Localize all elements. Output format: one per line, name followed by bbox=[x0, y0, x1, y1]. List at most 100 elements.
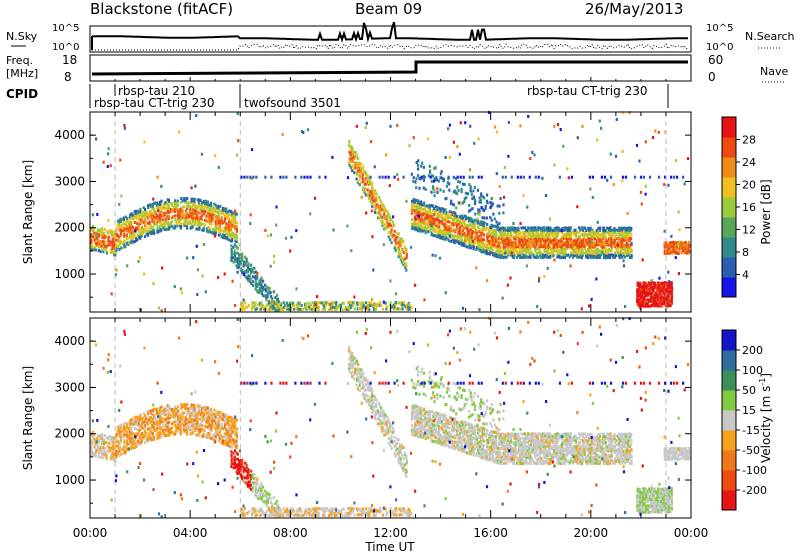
power-cell bbox=[538, 245, 541, 249]
power-cell bbox=[423, 201, 426, 205]
velocity-cell bbox=[200, 415, 203, 419]
power-cell bbox=[670, 286, 673, 290]
power-cell bbox=[568, 245, 571, 249]
power-cell bbox=[678, 228, 681, 232]
velocity-cell bbox=[202, 406, 206, 409]
velocity-cell bbox=[237, 465, 240, 469]
power-cell bbox=[257, 291, 260, 294]
power-cell bbox=[219, 224, 222, 228]
velocity-cell bbox=[252, 477, 256, 480]
power-cell bbox=[538, 247, 541, 251]
power-cell bbox=[514, 226, 517, 230]
power-cell bbox=[505, 255, 508, 259]
power-cell bbox=[241, 269, 244, 272]
velocity-cell bbox=[132, 446, 135, 450]
velocity-cell bbox=[230, 460, 233, 464]
power-cell bbox=[338, 303, 341, 307]
power-cell bbox=[669, 304, 672, 307]
power-cell bbox=[167, 198, 170, 202]
velocity-cell bbox=[145, 431, 148, 435]
power-cell bbox=[502, 245, 505, 249]
velocity-cell bbox=[176, 405, 179, 409]
power-cell bbox=[93, 231, 96, 235]
velocity-cell bbox=[148, 420, 151, 424]
power-cell bbox=[427, 207, 430, 211]
power-cell bbox=[522, 239, 525, 243]
power-cell bbox=[525, 245, 528, 249]
power-cell bbox=[609, 152, 612, 156]
power-cell bbox=[99, 230, 102, 234]
power-cell bbox=[618, 235, 621, 239]
power-cell bbox=[239, 262, 242, 266]
power-cell bbox=[119, 232, 123, 236]
power-cell bbox=[200, 203, 204, 207]
power-cell bbox=[430, 214, 433, 217]
power-cell bbox=[662, 295, 665, 299]
power-cell bbox=[610, 233, 613, 237]
velocity-cell bbox=[193, 422, 196, 426]
power-cell bbox=[287, 304, 290, 307]
power-cell bbox=[489, 225, 492, 229]
power-cell bbox=[498, 244, 501, 248]
velocity-cell bbox=[123, 449, 126, 453]
power-cell bbox=[469, 185, 472, 189]
velocity-cell bbox=[142, 416, 145, 420]
power-cell bbox=[418, 216, 421, 220]
power-cell bbox=[245, 263, 248, 267]
velocity-cell bbox=[197, 427, 201, 431]
power-cell bbox=[630, 237, 633, 241]
power-cell bbox=[674, 256, 677, 260]
power-cell bbox=[557, 241, 560, 245]
power-cell bbox=[674, 241, 677, 245]
power-cell bbox=[353, 295, 356, 299]
power-cell bbox=[260, 276, 263, 280]
power-cell bbox=[639, 285, 642, 289]
power-cell bbox=[204, 202, 207, 205]
power-cell bbox=[438, 223, 441, 227]
velocity-cell bbox=[94, 447, 98, 451]
power-cell bbox=[553, 247, 556, 251]
power-cell bbox=[351, 150, 354, 154]
velocity-cell bbox=[166, 404, 169, 408]
power-cell bbox=[418, 224, 421, 228]
power-cell bbox=[419, 229, 422, 233]
power-cell bbox=[445, 215, 448, 219]
power-cell bbox=[502, 251, 505, 255]
power-cell bbox=[197, 221, 201, 225]
power-cell bbox=[660, 289, 663, 293]
power-cell bbox=[622, 231, 625, 235]
power-cell bbox=[208, 217, 211, 221]
power-cell bbox=[99, 241, 102, 245]
power-cell bbox=[107, 231, 110, 235]
power-cell bbox=[242, 262, 245, 266]
power-cell bbox=[529, 237, 533, 241]
power-cell bbox=[501, 230, 504, 234]
power-cell bbox=[564, 247, 567, 251]
power-cell bbox=[243, 272, 246, 276]
power-cell bbox=[427, 174, 430, 178]
velocity-cell bbox=[103, 440, 107, 444]
power-cell bbox=[643, 283, 646, 287]
power-cell bbox=[407, 305, 410, 309]
power-cell bbox=[571, 230, 574, 234]
power-cell bbox=[595, 243, 598, 247]
velocity-cell bbox=[115, 449, 118, 453]
power-cell bbox=[111, 234, 114, 238]
velocity-cell bbox=[178, 416, 181, 419]
power-cell bbox=[124, 227, 127, 231]
velocity-cell bbox=[219, 415, 222, 419]
power-cell bbox=[449, 210, 452, 214]
velocity-cell bbox=[217, 439, 221, 443]
power-cell bbox=[233, 252, 236, 256]
velocity-cell bbox=[139, 424, 142, 428]
power-cell bbox=[191, 214, 194, 217]
power-cell bbox=[242, 260, 245, 264]
power-cell bbox=[168, 200, 171, 204]
power-cell bbox=[235, 221, 239, 225]
velocity-cell bbox=[97, 449, 101, 453]
power-cell bbox=[292, 301, 295, 305]
power-cell bbox=[323, 301, 326, 305]
power-cell bbox=[461, 243, 465, 247]
power-cell bbox=[427, 230, 430, 234]
power-cell bbox=[144, 224, 147, 228]
